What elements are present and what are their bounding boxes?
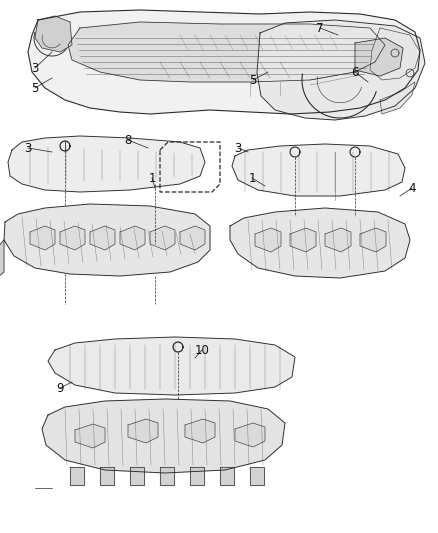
Polygon shape [75,424,105,448]
Polygon shape [230,208,410,278]
Polygon shape [130,467,144,485]
Polygon shape [370,28,420,80]
Polygon shape [28,10,420,114]
Polygon shape [380,82,415,114]
Polygon shape [8,136,205,192]
Polygon shape [255,228,281,252]
Text: 1: 1 [248,172,256,184]
Polygon shape [60,226,85,250]
Polygon shape [30,226,55,250]
Text: 6: 6 [351,66,359,78]
Text: 7: 7 [316,21,324,35]
Polygon shape [180,226,205,250]
Polygon shape [325,228,351,252]
Text: 3: 3 [234,141,242,155]
Polygon shape [190,467,204,485]
Text: 3: 3 [31,61,39,75]
Text: 9: 9 [56,382,64,394]
Text: 10: 10 [194,343,209,357]
Polygon shape [35,16,72,52]
Text: 5: 5 [31,82,39,94]
Polygon shape [235,423,265,447]
Polygon shape [100,467,114,485]
Polygon shape [48,337,295,395]
Polygon shape [290,228,316,252]
Text: 1: 1 [148,172,156,184]
Text: 5: 5 [249,74,257,86]
Polygon shape [68,22,385,82]
Text: 8: 8 [124,133,132,147]
Polygon shape [0,240,4,277]
Polygon shape [220,467,234,485]
Polygon shape [355,38,403,76]
Polygon shape [120,226,145,250]
Polygon shape [42,399,285,473]
Polygon shape [70,467,84,485]
Polygon shape [185,419,215,443]
Text: 3: 3 [25,141,32,155]
Text: 4: 4 [408,182,416,195]
Polygon shape [150,226,175,250]
Polygon shape [90,226,115,250]
Polygon shape [232,144,405,196]
Polygon shape [250,467,264,485]
Polygon shape [4,204,210,276]
Polygon shape [360,228,386,252]
Polygon shape [128,419,158,443]
Polygon shape [257,20,425,120]
Polygon shape [160,467,174,485]
